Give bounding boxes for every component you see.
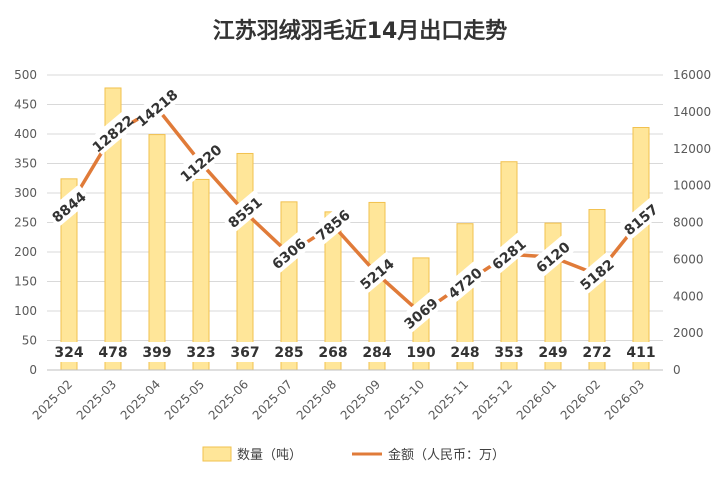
x-tick-label: 2025-04	[118, 377, 163, 422]
line-label-bg	[353, 251, 400, 295]
bar-data-label: 367	[230, 345, 259, 361]
bar-label-bg	[139, 342, 175, 362]
bar-label-bg	[535, 342, 571, 362]
y-right-tick-label: 4000	[673, 289, 704, 303]
x-tick-label: 2025-09	[338, 377, 383, 422]
bar-label-bg	[403, 342, 439, 362]
y-left-tick-label: 0	[29, 363, 37, 377]
line-label-bg	[309, 202, 356, 247]
x-tick-label: 2025-11	[426, 377, 471, 422]
y-right-tick-label: 16000	[673, 68, 711, 82]
bar-label-bg	[579, 342, 615, 362]
bar-data-label: 411	[626, 345, 655, 361]
x-tick-label: 2026-03	[602, 377, 647, 422]
bar	[632, 127, 650, 371]
y-axis-right: 0 2000 4000 6000 8000 10000 12000 14000 16000	[673, 68, 711, 377]
legend-bar-label: 数量（吨）	[237, 448, 302, 463]
x-tick-label: 2025-12	[470, 377, 515, 422]
legend-bar-swatch	[202, 446, 232, 462]
bar-label-bg	[227, 342, 263, 362]
y-left-tick-label: 150	[14, 275, 37, 289]
bar-label-bg	[95, 342, 131, 362]
bar-label-bg	[623, 342, 659, 362]
bar-label-bg	[491, 342, 527, 362]
legend: 数量（吨） 金额（人民币：万）	[202, 446, 505, 463]
line-label-bg	[529, 234, 576, 279]
line-label-bg	[485, 231, 532, 276]
y-right-tick-label: 8000	[673, 216, 704, 230]
bar-label-bg	[359, 342, 395, 362]
y-right-tick-label: 10000	[673, 179, 711, 193]
y-left-tick-label: 50	[22, 334, 37, 348]
chart-title: 江苏羽绒羽毛近14月出口走势	[213, 18, 508, 44]
x-tick-label: 2026-01	[514, 377, 559, 422]
y-axis-left: 0 50 100 150 200 250 300 350 400 450 500	[14, 68, 37, 377]
y-right-tick-label: 6000	[673, 252, 704, 266]
line-label-bg	[45, 184, 92, 228]
bar-data-label: 323	[186, 345, 215, 361]
y-left-tick-label: 500	[14, 68, 37, 82]
line-data-labels: 8844128221421811220855163067856521430694…	[45, 85, 664, 335]
bar-label-bg	[315, 342, 351, 362]
line-label-bg	[265, 231, 312, 275]
bar-data-label: 324	[54, 345, 83, 361]
bar-data-label: 399	[142, 345, 171, 361]
bar-label-bg	[183, 342, 219, 362]
line-label-bg	[89, 111, 136, 155]
bar-data-label: 284	[362, 345, 391, 361]
bar-data-label: 272	[582, 345, 611, 361]
bar-data-label: 268	[318, 345, 347, 361]
line-label-bg	[133, 85, 180, 129]
line-label-bg	[221, 189, 268, 234]
line-label-bg	[573, 251, 620, 296]
y-right-tick-label: 2000	[673, 326, 704, 340]
bar-label-bg	[51, 342, 87, 362]
bar-data-label: 190	[406, 345, 435, 361]
x-tick-label: 2025-05	[162, 377, 207, 422]
x-tick-label: 2025-08	[294, 377, 339, 422]
bar-data-label: 249	[538, 345, 567, 361]
bar-label-bg	[447, 342, 483, 362]
line-label-group: 11220	[177, 140, 226, 186]
y-left-tick-label: 100	[14, 304, 37, 318]
line-label-group: 14218	[133, 85, 181, 130]
y-left-tick-label: 200	[14, 245, 37, 259]
x-tick-label: 2025-06	[206, 377, 251, 422]
x-tick-label: 2026-02	[558, 377, 603, 422]
bar	[236, 152, 254, 371]
line-label-bg	[177, 140, 224, 185]
y-right-tick-label: 14000	[673, 105, 711, 119]
line-label-bg	[441, 260, 488, 305]
line-label-bg	[617, 197, 664, 241]
bar	[148, 134, 166, 371]
bar-data-label: 248	[450, 345, 479, 361]
bar-data-label: 353	[494, 345, 523, 361]
bar-label-bg	[271, 342, 307, 362]
y-left-tick-label: 450	[14, 98, 37, 112]
bar-data-label: 478	[98, 345, 127, 361]
y-right-tick-label: 12000	[673, 142, 711, 156]
y-left-tick-label: 350	[14, 157, 37, 171]
y-left-tick-label: 300	[14, 186, 37, 200]
legend-line-label: 金额（人民币：万）	[388, 447, 505, 463]
x-axis: 2025-022025-032025-042025-052025-062025-…	[30, 369, 663, 423]
x-tick-label: 2025-07	[250, 377, 295, 422]
y-left-tick-label: 400	[14, 127, 37, 141]
bar	[192, 178, 210, 371]
x-tick-label: 2025-10	[382, 377, 427, 422]
bar-data-labels: 324 478 399 323 367 285 268 284 190 248 353 249 272 4…	[51, 342, 659, 362]
y-left-tick-label: 250	[14, 216, 37, 230]
x-tick-label: 2025-03	[74, 377, 119, 422]
y-right-tick-label: 0	[673, 363, 681, 377]
x-tick-label: 2025-02	[30, 377, 75, 422]
bar-data-label: 285	[274, 345, 303, 361]
line-label-bg	[397, 290, 444, 335]
bar-series	[60, 87, 650, 371]
